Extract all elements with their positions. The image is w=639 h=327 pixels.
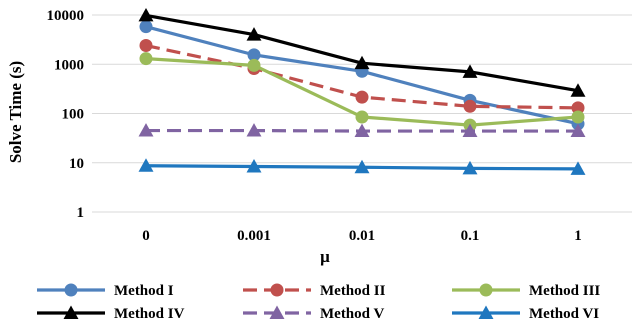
data-point bbox=[355, 110, 369, 124]
data-point bbox=[354, 55, 370, 70]
legend-label: Method III bbox=[529, 283, 600, 299]
legend-item: Method VI bbox=[452, 305, 599, 322]
x-axis-ticks: 0 0.001 0.01 0.1 1 bbox=[142, 228, 582, 244]
series-4 bbox=[138, 7, 586, 97]
data-point bbox=[570, 123, 586, 138]
x-tick-label: 0.001 bbox=[237, 228, 271, 244]
legend-item: Method II bbox=[243, 283, 386, 299]
x-tick-label: 0.01 bbox=[349, 228, 375, 244]
legend: Method I Method II Method III Method IV Meth… bbox=[37, 283, 600, 322]
data-point bbox=[138, 158, 154, 172]
data-point bbox=[354, 159, 370, 174]
series-5 bbox=[138, 123, 586, 138]
data-point bbox=[138, 123, 154, 137]
legend-label: Method I bbox=[114, 283, 174, 299]
data-point bbox=[139, 39, 153, 53]
legend-marker bbox=[269, 305, 285, 319]
y-tick-label: 100 bbox=[62, 107, 85, 123]
data-point bbox=[139, 52, 153, 66]
y-axis-title: Solve Time (s) bbox=[6, 61, 25, 163]
data-point bbox=[355, 90, 369, 104]
data-point bbox=[138, 7, 154, 22]
data-point bbox=[462, 64, 478, 78]
y-tick-label: 10000 bbox=[47, 8, 85, 24]
x-tick-label: 1 bbox=[574, 228, 582, 244]
legend-marker bbox=[270, 283, 284, 297]
data-point bbox=[246, 159, 262, 173]
legend-item: Method IV bbox=[37, 305, 185, 322]
y-tick-label: 10 bbox=[69, 156, 84, 172]
y-tick-label: 1000 bbox=[54, 57, 84, 73]
y-tick-label: 1 bbox=[77, 205, 85, 221]
series-3 bbox=[139, 52, 585, 132]
data-point bbox=[462, 160, 478, 175]
legend-marker bbox=[478, 305, 494, 319]
legend-label: Method V bbox=[320, 306, 384, 322]
legend-label: Method II bbox=[320, 283, 386, 299]
data-point bbox=[247, 48, 261, 62]
y-axis-ticks: 1 10 100 1000 10000 bbox=[47, 8, 85, 221]
data-point bbox=[462, 123, 478, 138]
legend-item: Method I bbox=[37, 283, 174, 299]
x-tick-label: 0.1 bbox=[461, 228, 480, 244]
data-point bbox=[570, 83, 586, 97]
data-point bbox=[246, 27, 262, 41]
legend-item: Method III bbox=[452, 283, 600, 299]
data-point bbox=[246, 123, 262, 137]
legend-marker bbox=[63, 305, 79, 319]
series-group bbox=[138, 7, 586, 175]
x-tick-label: 0 bbox=[142, 228, 150, 244]
data-point bbox=[247, 58, 261, 72]
data-point bbox=[571, 110, 585, 124]
data-point bbox=[463, 99, 477, 113]
data-point bbox=[139, 20, 153, 34]
legend-marker bbox=[64, 283, 78, 297]
data-point bbox=[570, 161, 586, 175]
series-line bbox=[145, 13, 579, 93]
legend-marker bbox=[479, 283, 493, 297]
legend-item: Method V bbox=[243, 305, 384, 322]
data-point bbox=[354, 123, 370, 138]
legend-label: Method IV bbox=[114, 306, 185, 322]
legend-label: Method VI bbox=[529, 306, 599, 322]
series-6 bbox=[138, 158, 586, 175]
x-axis-title: μ bbox=[320, 247, 330, 266]
data-point bbox=[571, 101, 585, 115]
